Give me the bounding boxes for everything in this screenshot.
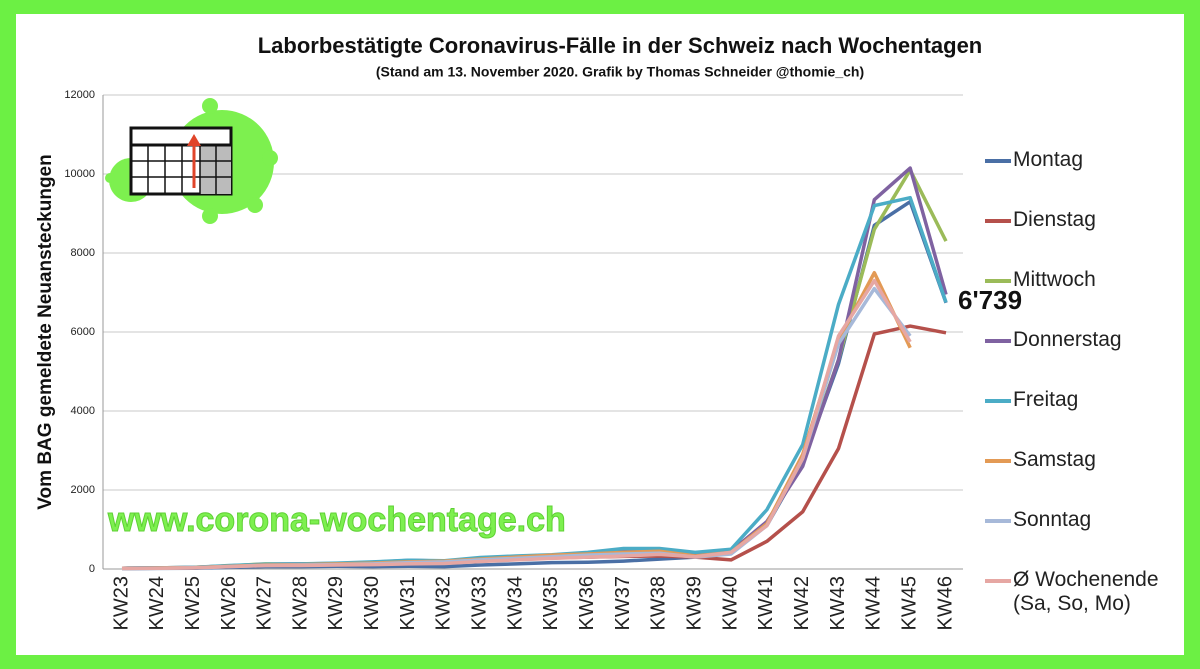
legend-label: Sonntag <box>1013 508 1092 531</box>
legend-swatch <box>985 399 1011 403</box>
x-tick-label: KW44 <box>863 576 885 630</box>
legend-swatch <box>985 219 1011 223</box>
x-tick-label: KW31 <box>397 576 419 630</box>
legend-label: Freitag <box>1013 388 1079 411</box>
x-tick-label: KW24 <box>146 576 168 630</box>
y-tick-label: 0 <box>89 563 95 575</box>
legend-swatch <box>985 339 1011 343</box>
x-tick-label: KW30 <box>361 576 383 630</box>
x-tick-label: KW39 <box>683 576 705 630</box>
legend-item: Mittwoch <box>985 268 1195 292</box>
x-tick-label: KW40 <box>719 576 741 630</box>
x-tick-label: KW41 <box>755 576 777 630</box>
legend-item: Samstag <box>985 448 1195 472</box>
x-tick-label: KW36 <box>576 576 598 630</box>
y-tick-label: 8000 <box>71 247 95 259</box>
x-tick-label: KW27 <box>254 576 276 630</box>
legend-item: Dienstag <box>985 208 1195 232</box>
legend-item: Freitag <box>985 388 1195 412</box>
legend-label: Ø Wochenende (Sa, So, Mo) <box>1013 568 1159 615</box>
x-tick-label: KW38 <box>648 576 670 630</box>
x-tick-label: KW26 <box>218 576 240 630</box>
chart-subtitle: (Stand am 13. November 2020. Grafik by T… <box>376 64 864 80</box>
legend-label: Dienstag <box>1013 208 1096 231</box>
x-tick-label: KW46 <box>934 576 956 630</box>
legend-swatch <box>985 459 1011 463</box>
legend-item: Donnerstag <box>985 328 1195 352</box>
legend-swatch <box>985 579 1011 583</box>
x-tick-label: KW25 <box>182 576 204 630</box>
legend-swatch <box>985 279 1011 283</box>
icon <box>105 98 278 224</box>
x-tick-label: KW32 <box>433 576 455 630</box>
x-tick-label: KW43 <box>827 576 849 630</box>
x-tick-label: KW28 <box>289 576 311 630</box>
y-tick-label: 12000 <box>64 89 95 101</box>
series-line <box>121 278 912 571</box>
x-tick-label: KW33 <box>469 576 491 630</box>
x-tick-label: KW35 <box>540 576 562 630</box>
y-tick-label: 4000 <box>71 405 95 417</box>
legend-label: Mittwoch <box>1013 268 1096 291</box>
x-tick-label: KW45 <box>898 576 920 630</box>
legend-label: Donnerstag <box>1013 328 1122 351</box>
x-tick-label: KW42 <box>791 576 813 630</box>
legend-swatch <box>985 519 1011 523</box>
y-tick-label: 10000 <box>64 168 95 180</box>
legend-label: Montag <box>1013 148 1084 171</box>
y-tick-label: 6000 <box>71 326 95 338</box>
legend-swatch <box>985 159 1011 163</box>
legend-label: Samstag <box>1013 448 1096 471</box>
y-axis-label: Vom BAG gemeldete Neuansteckungen <box>35 154 56 509</box>
chart-title: Laborbestätigte Coronavirus-Fälle in der… <box>258 33 983 58</box>
watermark: www.corona-wochentage.ch <box>107 501 566 539</box>
x-tick-label: KW37 <box>612 576 634 630</box>
legend-item: Ø Wochenende (Sa, So, Mo) <box>985 568 1195 616</box>
x-tick-label: KW23 <box>110 576 132 630</box>
x-tick-label: KW34 <box>504 576 526 630</box>
legend-item: Montag <box>985 148 1195 172</box>
y-tick-label: 2000 <box>71 484 95 496</box>
annotation: 6'739 <box>958 285 1022 315</box>
legend-item: Sonntag <box>985 508 1195 532</box>
x-tick-label: KW29 <box>325 576 347 630</box>
